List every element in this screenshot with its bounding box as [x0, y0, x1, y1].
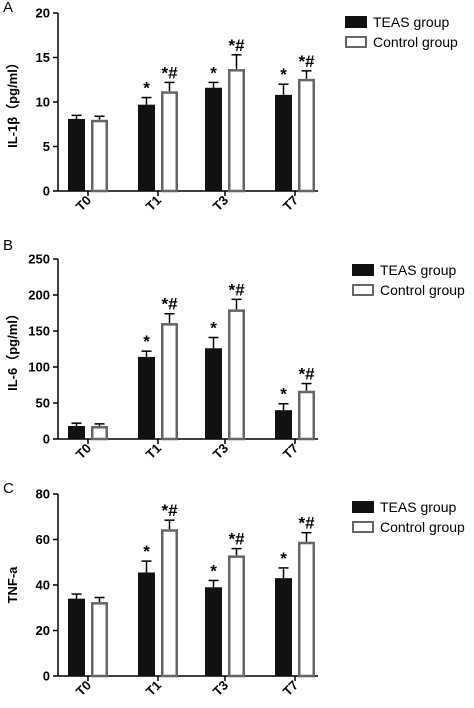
y-tick-label: 0: [43, 432, 50, 447]
x-tick-label: T0: [73, 193, 94, 214]
legend-label: Control group: [380, 519, 465, 535]
bar-teas: [205, 348, 222, 439]
bar-control: [91, 602, 108, 678]
bar-teas: [275, 578, 292, 676]
bar-teas: [68, 118, 85, 191]
significance-mark: *: [143, 542, 150, 561]
y-tick-label: 0: [43, 184, 50, 199]
legend-label: TEAS group: [380, 262, 456, 278]
y-tick-label: 100: [28, 360, 50, 375]
x-tick-label: T1: [143, 441, 164, 462]
y-tick-label: 60: [36, 532, 50, 547]
significance-mark: *#: [298, 52, 315, 71]
x-tick-label: T7: [280, 441, 301, 462]
legend-label: Control group: [373, 34, 458, 50]
bar-control: [298, 390, 315, 441]
y-tick-label: 20: [36, 623, 50, 638]
legend-label: Control group: [380, 282, 465, 298]
legend-swatch-control: [345, 36, 367, 48]
x-tick-label: T1: [143, 678, 164, 699]
significance-mark: *: [280, 65, 287, 84]
x-tick-label: T7: [280, 193, 301, 214]
y-tick-label: 5: [43, 139, 50, 154]
x-tick-label: T0: [73, 678, 94, 699]
bar-teas: [205, 87, 222, 191]
panel-letter: A: [3, 0, 13, 16]
bar-teas: [275, 94, 292, 191]
bar-teas: [138, 104, 155, 191]
significance-mark: *: [143, 79, 150, 98]
legend-swatch-teas: [352, 264, 374, 276]
bar-control: [228, 309, 245, 441]
bar-control: [228, 69, 245, 193]
y-tick-label: 150: [28, 324, 50, 339]
panel-letter: B: [3, 237, 13, 254]
significance-mark: *#: [161, 295, 178, 314]
significance-mark: *#: [298, 365, 315, 384]
bar-teas: [275, 410, 292, 439]
chart-panel-a: A 0 5 10 15 20 IL-1β（pg/ml） T0 T1 * *# T3 * *# T7 * *# TE…: [3, 0, 458, 214]
bar-control: [228, 555, 245, 678]
significance-mark: *#: [228, 36, 245, 55]
y-axis-label: IL-1β（pg/ml）: [5, 56, 20, 148]
y-tick-label: 50: [36, 396, 50, 411]
significance-mark: *: [280, 549, 287, 568]
bar-teas: [68, 426, 85, 439]
y-tick-label: 80: [36, 487, 50, 502]
x-tick-label: T1: [143, 193, 164, 214]
bar-control: [91, 426, 108, 441]
significance-mark: *: [280, 385, 287, 404]
legend-swatch-teas: [352, 501, 374, 513]
bar-teas: [138, 356, 155, 439]
significance-mark: *#: [161, 63, 178, 82]
bar-control: [91, 119, 108, 193]
bar-control: [298, 78, 315, 193]
significance-mark: *#: [228, 280, 245, 299]
significance-mark: *: [143, 332, 150, 351]
x-tick-label: T3: [210, 193, 231, 214]
y-axis-label: TNF-a: [5, 566, 20, 604]
y-tick-label: 10: [36, 95, 50, 110]
significance-mark: *: [210, 561, 217, 580]
bar-teas: [138, 572, 155, 676]
legend-swatch-control: [352, 284, 374, 296]
significance-mark: *#: [298, 514, 315, 533]
y-tick-label: 20: [36, 6, 50, 21]
x-tick-label: T3: [210, 441, 231, 462]
y-tick-label: 0: [43, 669, 50, 684]
legend-swatch-control: [352, 521, 374, 533]
panel-letter: C: [3, 480, 14, 497]
legend-label: TEAS group: [380, 499, 456, 515]
bar-control: [161, 323, 178, 441]
y-tick-label: 250: [28, 252, 50, 267]
x-tick-label: T3: [210, 678, 231, 699]
bar-teas: [205, 587, 222, 676]
bar-control: [298, 541, 315, 678]
bar-teas: [68, 598, 85, 676]
y-tick-label: 40: [36, 578, 50, 593]
legend-swatch-teas: [345, 16, 367, 28]
bar-control: [161, 91, 178, 193]
legend-label: TEAS group: [373, 14, 449, 30]
significance-mark: *#: [161, 501, 178, 520]
chart-panel-c: C 0 20 40 60 80 TNF-a T0 T1 * *# T3 * *# T7 * *# TEAS gro…: [3, 480, 465, 699]
y-tick-label: 200: [28, 288, 50, 303]
significance-mark: *: [210, 63, 217, 82]
y-axis-label: IL-6（pg/ml）: [5, 307, 20, 391]
significance-mark: *: [210, 318, 217, 337]
y-tick-label: 15: [36, 50, 50, 65]
bar-control: [161, 529, 178, 678]
significance-mark: *#: [228, 530, 245, 549]
chart-panel-b: B 0 50 100 150 200 250 IL-6（pg/ml） T0 T1 * *# T3 * *# T…: [3, 237, 465, 462]
x-tick-label: T0: [73, 441, 94, 462]
x-tick-label: T7: [280, 678, 301, 699]
